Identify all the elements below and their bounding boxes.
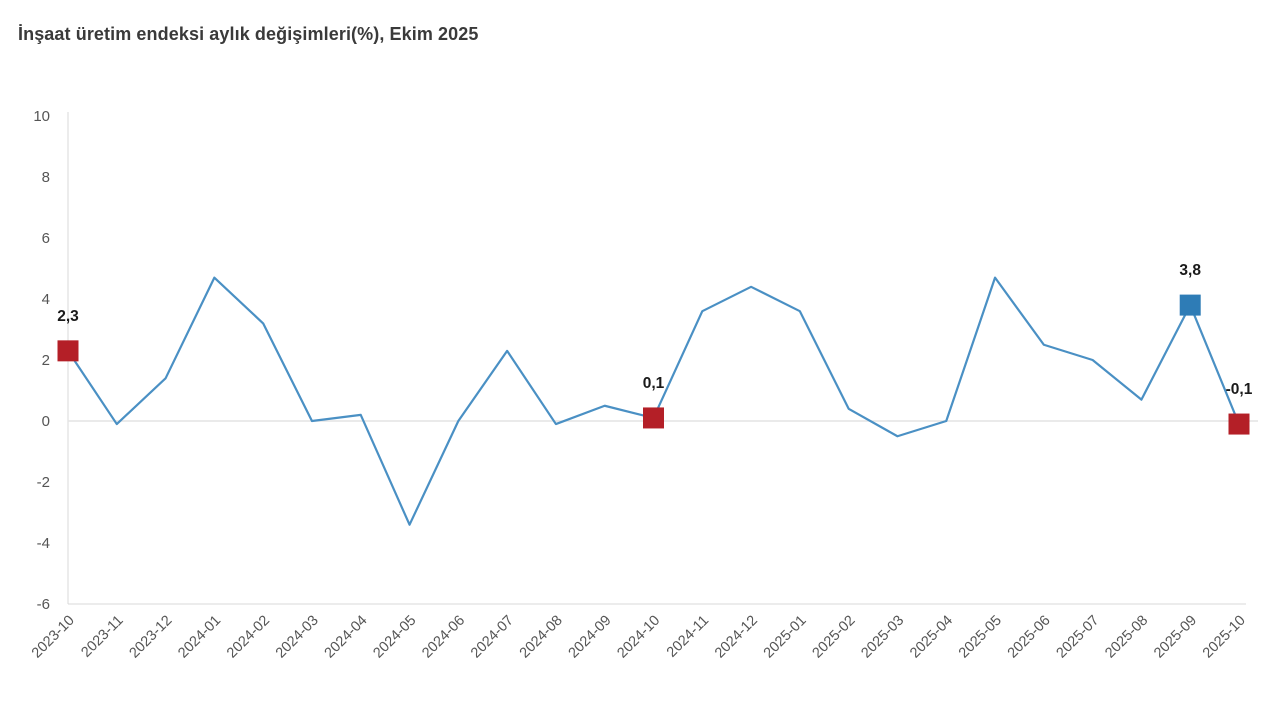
x-tick-label: 2023-10: [29, 613, 78, 662]
data-point-label: -0,1: [1226, 381, 1253, 398]
x-tick-label: 2024-11: [664, 613, 712, 661]
data-point-label: 3,8: [1179, 262, 1201, 279]
y-tick-label: -2: [37, 474, 50, 491]
y-tick-label: 10: [33, 108, 50, 125]
x-tick-label: 2024-09: [566, 613, 615, 662]
chart-title: İnşaat üretim endeksi aylık değişimleri(…: [18, 24, 479, 44]
data-line: [66, 276, 1241, 526]
x-tick-label: 2024-12: [712, 613, 761, 662]
x-tick-label: 2024-05: [370, 613, 419, 662]
y-tick-label: -6: [37, 596, 50, 613]
x-tick-label: 2024-03: [273, 613, 322, 662]
y-tick-label: 0: [42, 413, 50, 430]
x-tick-label: 2024-02: [224, 613, 273, 662]
x-tick-label: 2024-06: [419, 613, 468, 662]
x-tick-label: 2025-02: [810, 613, 859, 662]
x-tick-label: 2025-03: [858, 613, 907, 662]
x-tick-label: 2025-09: [1151, 613, 1200, 662]
x-tick-label: 2025-01: [761, 613, 810, 662]
y-tick-label: 8: [42, 169, 50, 186]
y-tick-label: 2: [42, 352, 50, 369]
x-tick-label: 2025-07: [1054, 613, 1103, 662]
data-point-label: 0,1: [643, 375, 665, 392]
data-point-marker: [1179, 294, 1201, 316]
y-tick-label: -4: [37, 535, 50, 552]
x-tick-label: 2024-10: [614, 613, 663, 662]
x-tick-label: 2025-06: [1005, 613, 1054, 662]
x-tick-label: 2023-11: [78, 613, 126, 661]
data-point-marker: [57, 340, 79, 362]
x-tick-label: 2024-01: [175, 613, 224, 662]
x-tick-label: 2024-07: [468, 613, 517, 662]
y-tick-label: 6: [42, 230, 50, 247]
x-tick-label: 2025-10: [1200, 613, 1249, 662]
x-tick-label: 2024-08: [517, 613, 566, 662]
x-tick-label: 2023-12: [126, 613, 175, 662]
x-tick-label: 2024-04: [322, 613, 371, 662]
x-tick-label: 2025-05: [956, 613, 1005, 662]
x-tick-label: 2025-08: [1102, 613, 1151, 662]
data-point-marker: [643, 407, 664, 429]
data-point-marker: [1228, 413, 1250, 435]
y-tick-label: 4: [42, 291, 50, 308]
x-tick-label: 2025-04: [907, 613, 956, 662]
data-point-label: 2,3: [57, 308, 79, 325]
